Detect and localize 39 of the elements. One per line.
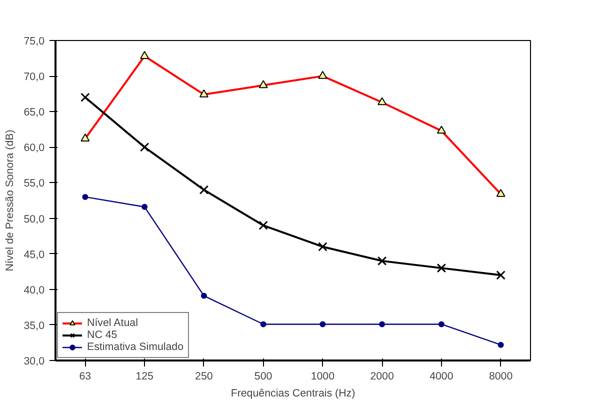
legend-label: Nível Atual — [87, 317, 138, 329]
x-tick-label: 63 — [79, 370, 92, 382]
point — [258, 220, 268, 230]
point — [496, 270, 506, 280]
y-tick-label: 40,0 — [24, 284, 45, 296]
x-tick-label: 500 — [254, 370, 272, 382]
legend-label: Estimativa Simulado — [87, 341, 184, 353]
point — [436, 263, 446, 273]
x-tick-label: 2000 — [370, 370, 394, 382]
point — [260, 321, 266, 328]
y-tick-label: 75,0 — [24, 36, 45, 48]
x-tick-label: 8000 — [488, 370, 513, 382]
point — [82, 194, 88, 200]
y-tick-label: 35,0 — [24, 320, 45, 332]
y-tick-label: 70,0 — [24, 71, 45, 84]
x-tick-label: 250 — [195, 370, 213, 382]
point — [438, 321, 444, 328]
point — [377, 256, 387, 266]
point — [142, 204, 148, 210]
legend-label: NC 45 — [87, 329, 118, 341]
point — [320, 321, 326, 328]
x-axis-title: Frequências Centrais (Hz) — [230, 388, 356, 400]
x-tick-label: 125 — [136, 370, 154, 382]
point — [379, 321, 386, 328]
x-tick-label: 4000 — [430, 370, 454, 382]
point — [80, 92, 90, 102]
point — [498, 342, 504, 348]
point — [200, 292, 207, 299]
y-tick-label: 55,0 — [24, 178, 45, 190]
x-tick-label: 1000 — [310, 370, 335, 382]
y-axis-title: Nível de Pressão Sonora (dB) — [4, 130, 16, 272]
y-tick-label: 50,0 — [24, 213, 45, 226]
point — [140, 142, 150, 152]
y-tick-label: 45,0 — [24, 248, 45, 261]
point — [199, 185, 209, 194]
y-tick-label: 30,0 — [24, 356, 45, 368]
point — [318, 242, 328, 252]
y-tick-label: 60,0 — [24, 142, 45, 154]
y-tick-label: 65,0 — [24, 106, 45, 119]
